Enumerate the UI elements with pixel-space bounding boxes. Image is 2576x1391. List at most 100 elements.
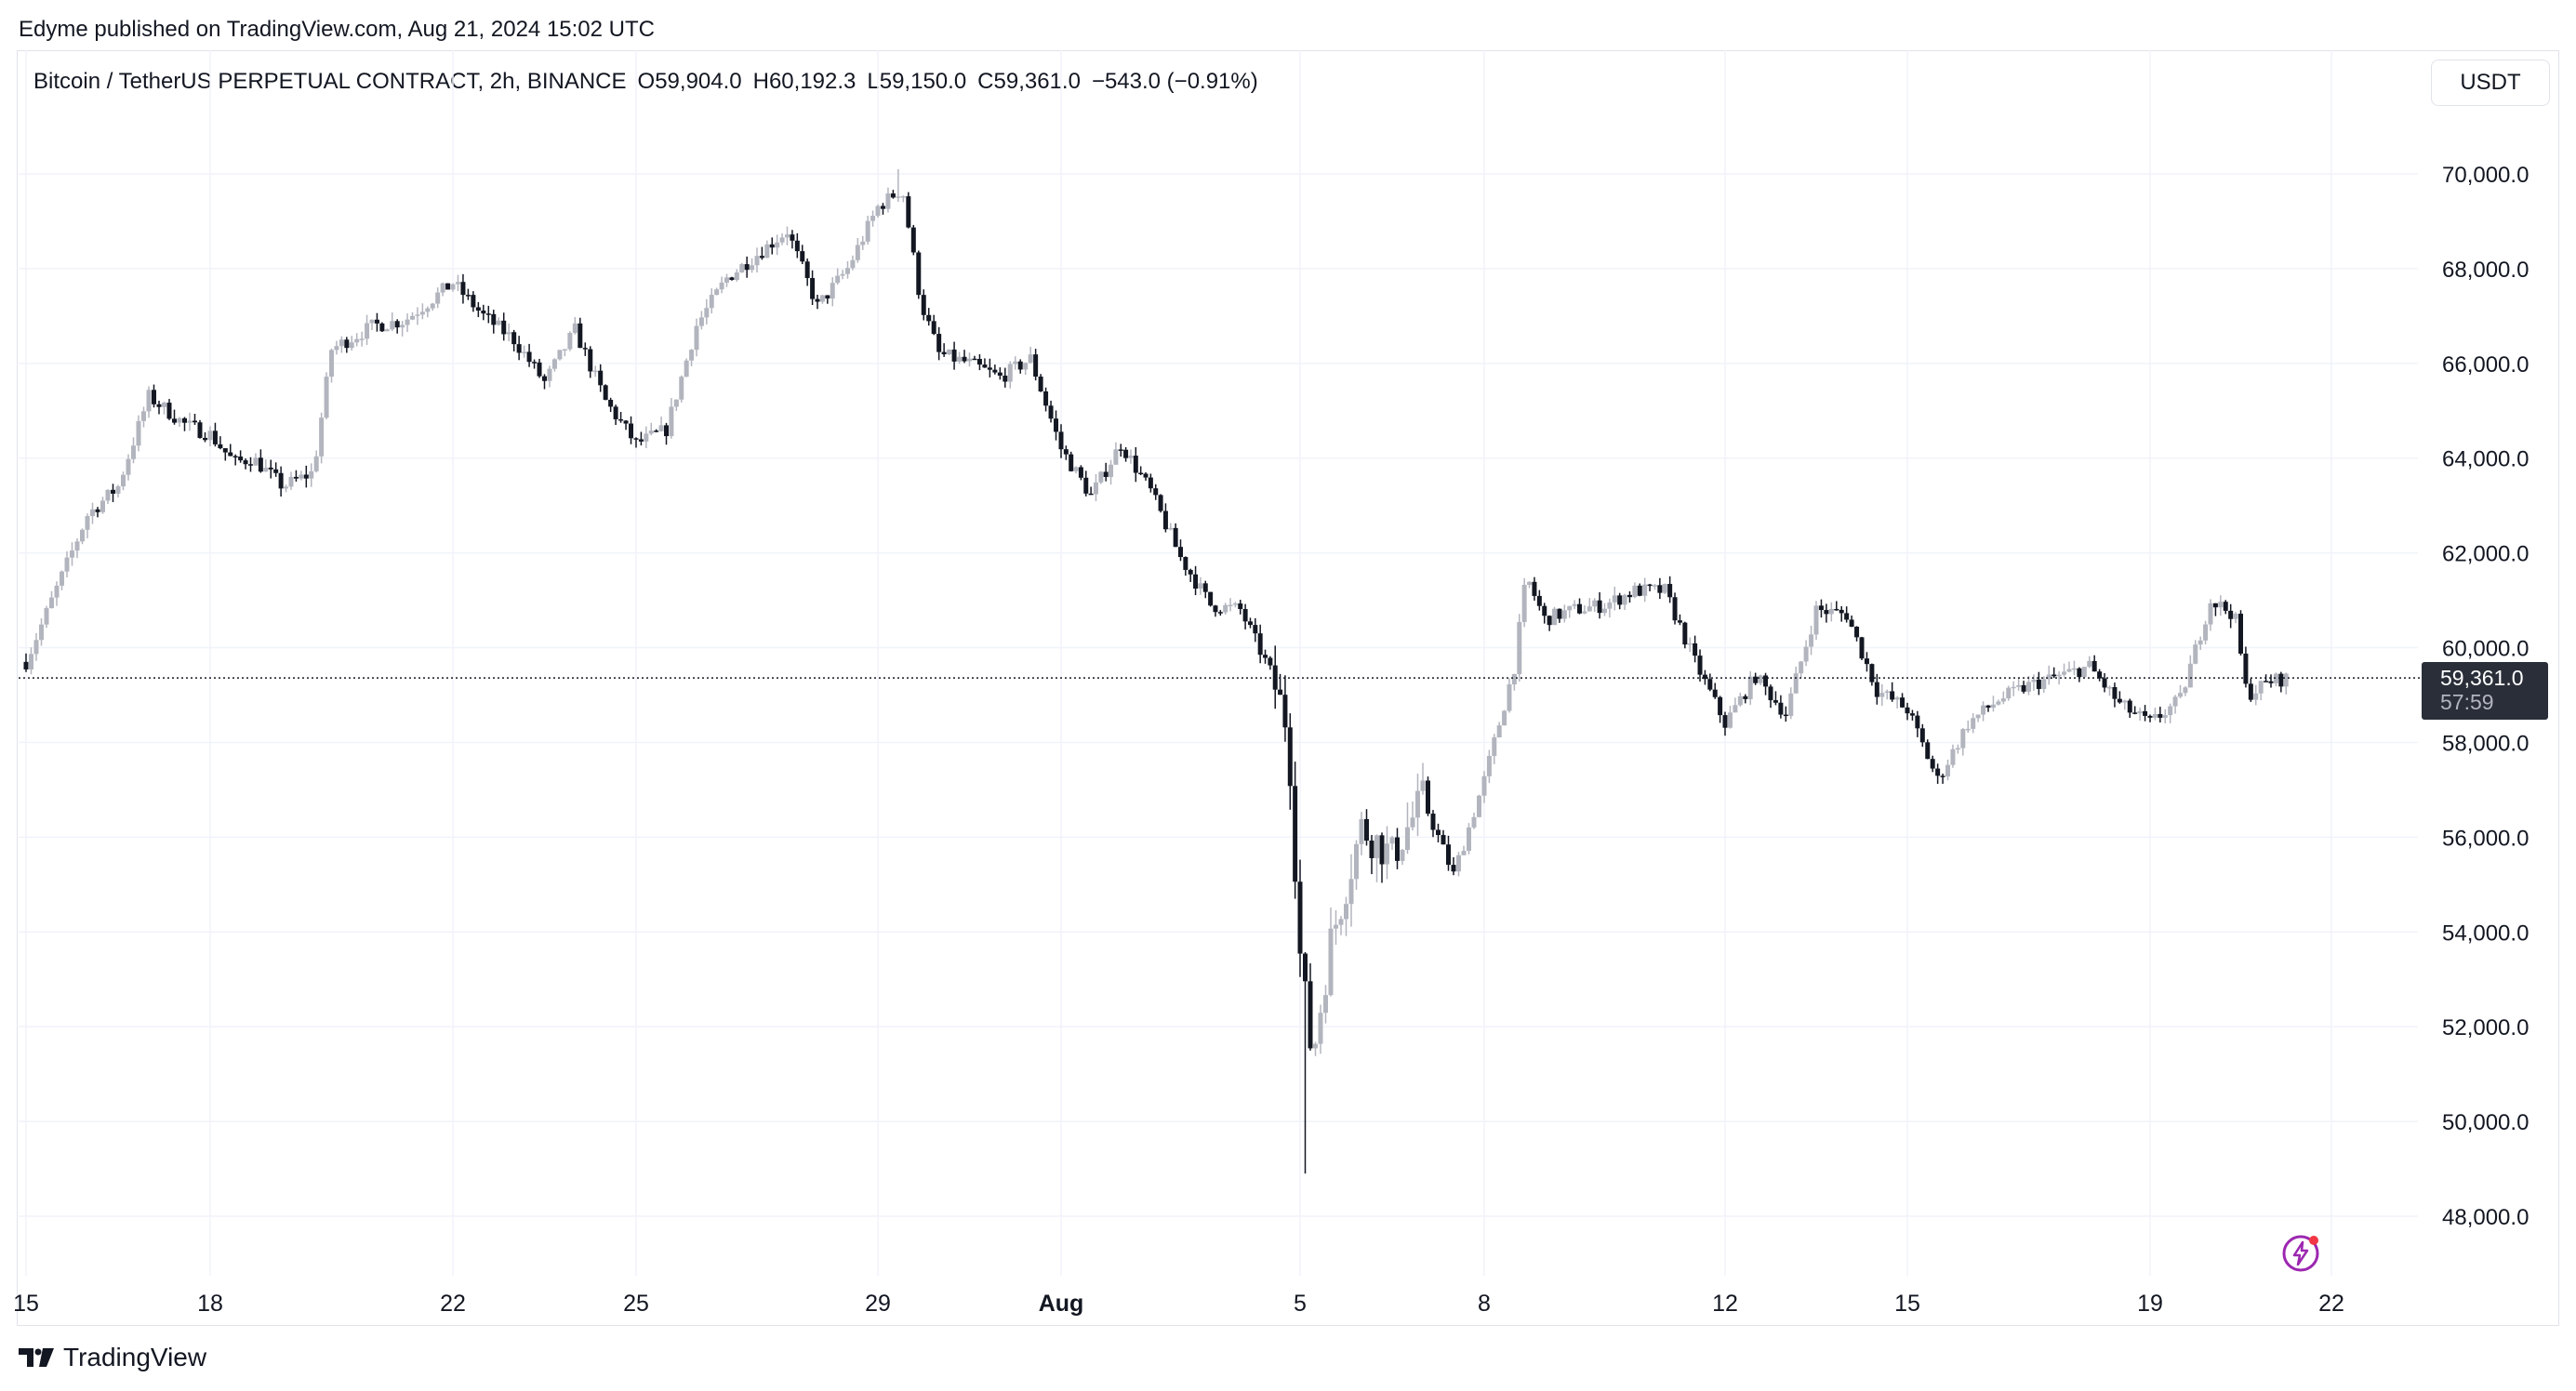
candle-body [435,292,441,304]
candle-body [207,431,213,441]
candle-body [1925,742,1931,760]
candle-body [542,376,547,381]
candle-body [719,282,724,290]
candle-body [1602,608,1607,614]
candle-body [1461,851,1467,855]
candle-body [1697,656,1703,675]
candle-body [1188,569,1193,575]
candle-body [739,264,745,272]
candle-body [273,469,279,473]
symbol-title[interactable]: Bitcoin / TetherUS PERPETUAL CONTRACT, 2… [33,69,627,94]
candle-body [1138,472,1144,475]
candle-body [2066,669,2072,672]
candle-body [445,283,451,290]
candle-body [1813,605,1819,635]
candle-body [679,377,684,400]
candle-body [1965,728,1971,731]
x-tick-label: 22 [2318,1291,2344,1317]
candle-body [1557,608,1562,619]
candle-body [475,307,481,311]
candle-body [2081,667,2087,678]
candle-body [126,458,131,475]
candle-body [714,289,720,296]
candle-body [2253,693,2259,700]
candle-body [460,282,466,296]
candle-body [694,325,699,351]
candle-body [374,319,379,324]
candle-body [1712,689,1718,697]
candle-body [992,369,998,373]
candle-body [794,240,800,252]
candle-body [1753,676,1759,683]
candle-body [1647,584,1653,587]
candle-body [2031,679,2037,682]
candle-body [187,420,193,423]
candle-body [754,256,760,266]
candle-body [1128,456,1134,458]
candle-body [1456,854,1461,872]
candle-body [845,268,850,274]
candle-body [1063,449,1069,455]
candle-body [278,472,284,489]
candle-body [1158,495,1163,511]
candle-body [744,264,750,271]
candle-body [885,193,891,209]
candle-body [1364,818,1369,841]
candle-body [1612,595,1617,603]
candle-body [485,313,491,315]
bar-countdown: 57:59 [2440,690,2494,714]
candle-body [2016,684,2022,687]
candle-body [1542,605,1547,616]
candle-body [1874,682,1879,697]
candle-body [1799,661,1804,674]
chart-pane[interactable] [17,50,2559,1326]
candle-body [1975,714,1981,719]
candle-body [2041,679,2047,689]
tradingview-logo[interactable]: TradingView [19,1343,206,1372]
candle-body [562,349,567,351]
candle-body [578,323,583,349]
candle-body [673,399,679,407]
candle-body [1894,697,1900,700]
candle-body [1702,674,1707,680]
candle-body [936,334,942,352]
candle-body [613,406,618,419]
candle-body [1727,712,1733,728]
candle-body [815,298,820,302]
candle-body [551,359,557,369]
candle-body [1496,725,1502,738]
candle-body [2162,715,2168,718]
candle-body [1677,620,1682,623]
candle-body [2132,712,2138,714]
footer-brand: TradingView [63,1343,207,1371]
candle-body [1069,454,1074,471]
candle-body [1758,675,1763,683]
last-price-label: 59,361.0 57:59 [2422,662,2548,720]
x-tick-label: 18 [197,1291,223,1317]
candle-body [664,425,669,437]
currency-button[interactable]: USDT [2431,60,2550,106]
candle-body [709,295,714,309]
candle-body [926,314,932,322]
candle-body [1028,354,1033,364]
candle-body [547,368,552,381]
candle-body [2107,686,2112,689]
x-tick-label: 15 [1894,1291,1920,1317]
y-tick-label: 66,000.0 [2442,352,2529,378]
candle-body [182,417,187,423]
candle-body [1323,995,1328,1013]
candle-body [95,509,100,512]
candle-body [1532,581,1537,596]
candle-body [313,456,319,471]
candle-body [2137,710,2143,714]
candle-body [1722,715,1728,728]
candle-body [1985,705,1991,709]
candle-body [951,349,957,362]
candle-body [2178,693,2183,697]
candle-body [1436,829,1441,836]
candle-body [880,205,885,209]
candle-body [450,284,456,290]
lightning-bolt-icon[interactable] [2280,1233,2321,1274]
candle-body [481,311,486,314]
